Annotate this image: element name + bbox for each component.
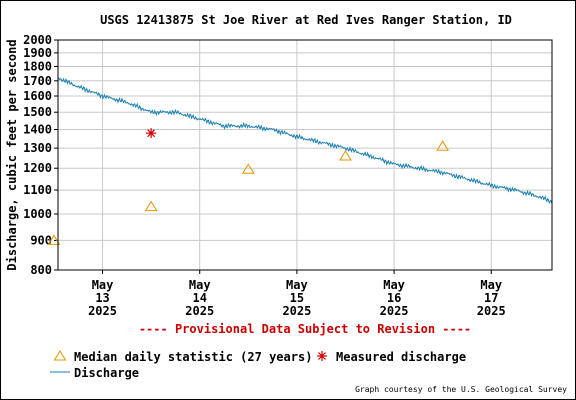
median-point [241,163,255,174]
measured-discharge-points [146,128,157,139]
legend-median-symbol [53,350,67,361]
legend-measured-symbol [317,351,327,361]
y-tick-label: 1300 [23,141,52,155]
y-tick-labels: 800 900 1000 1100 1200 1300 1400 1500 1600170018… [23,33,58,277]
x-tick-month: May [383,278,405,292]
x-tick-labels: May132025May142025May152025May162025May1… [88,270,506,318]
x-tick-day: 17 [484,291,498,305]
legend-measured-label: Measured discharge [336,350,466,364]
y-tick-label: 1600 [23,89,52,103]
x-tick-year: 2025 [185,304,214,318]
plot-border [57,39,553,271]
x-tick-day: 13 [95,291,109,305]
median-point [436,140,450,151]
y-tick-label: 1000 [23,207,52,221]
y-tick-label: 1200 [23,161,52,175]
y-tick-label: 2000 [23,33,52,47]
x-tick-year: 2025 [282,304,311,318]
legend-discharge-label: Discharge [74,366,139,380]
x-tick-month: May [480,278,502,292]
x-tick-day: 16 [387,291,401,305]
x-tick-day: 14 [192,291,206,305]
chart-title: USGS 12413875 St Joe River at Red Ives R… [100,13,512,27]
y-tick-label: 1500 [23,105,52,119]
y-tick-label: 1700 [23,74,52,88]
x-tick-year: 2025 [477,304,506,318]
measured-point [146,128,157,139]
x-tick-month: May [189,278,211,292]
x-tick-year: 2025 [380,304,409,318]
x-tick-day: 15 [290,291,304,305]
y-tick-label: 900 [30,233,52,247]
credit-text: Graph courtesy of the U.S. Geological Su… [355,385,567,394]
x-tick-year: 2025 [88,304,117,318]
median-point [339,150,352,161]
y-tick-label: 1800 [23,59,52,73]
y-tick-label: 1100 [23,183,52,197]
y-axis-label: Discharge, cubic feet per second [5,39,19,270]
provisional-note: ---- Provisional Data Subject to Revisio… [139,322,471,336]
x-tick-month: May [286,278,308,292]
plot-area [58,40,552,270]
discharge-series-line [57,77,553,205]
median-point [47,234,61,245]
y-tick-label: 1900 [23,46,52,60]
median-point [144,200,158,212]
y-tick-label: 1400 [23,123,52,137]
median-daily-points [47,140,450,245]
y-tick-label: 800 [30,263,52,277]
legend-median-label: Median daily statistic (27 years) [74,350,312,364]
legend: Median daily statistic (27 years) Measur… [50,350,466,380]
x-tick-month: May [92,278,114,292]
